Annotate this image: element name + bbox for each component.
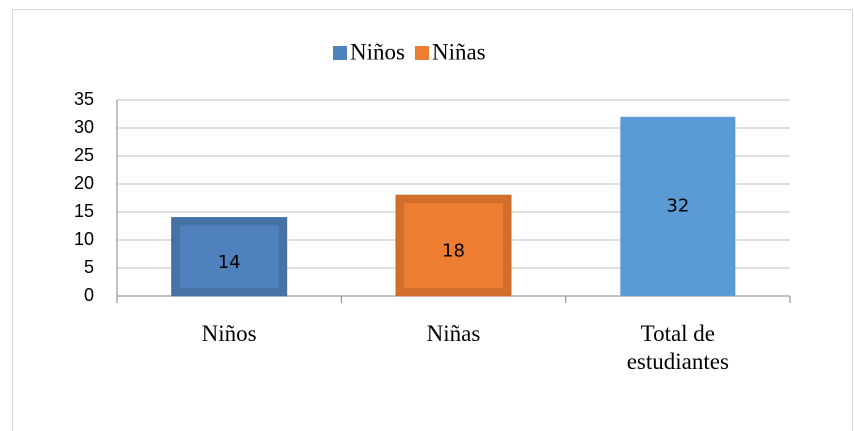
y-tick-label: 25 <box>74 145 94 165</box>
legend-swatch <box>333 46 347 60</box>
y-tick-label: 35 <box>74 89 94 109</box>
y-tick-label: 30 <box>74 117 94 137</box>
x-tick-label: Niñas <box>426 321 481 346</box>
bar <box>620 116 736 296</box>
y-tick-label: 0 <box>84 285 94 305</box>
data-label: 14 <box>218 252 241 273</box>
legend-label: Niñas <box>432 39 486 64</box>
y-tick-label: 5 <box>84 257 94 277</box>
x-tick-label: Niños <box>201 321 257 346</box>
legend-label: Niños <box>350 39 405 64</box>
y-tick-label: 20 <box>74 173 94 193</box>
data-label: 32 <box>666 195 689 216</box>
y-tick-label: 15 <box>74 201 94 221</box>
bar-inner <box>404 203 503 288</box>
y-tick-label: 10 <box>74 229 94 249</box>
data-label: 18 <box>442 241 465 262</box>
bar-inner <box>179 225 279 288</box>
legend-swatch <box>414 46 429 60</box>
x-tick-label: Total de estudiantes <box>626 321 729 374</box>
